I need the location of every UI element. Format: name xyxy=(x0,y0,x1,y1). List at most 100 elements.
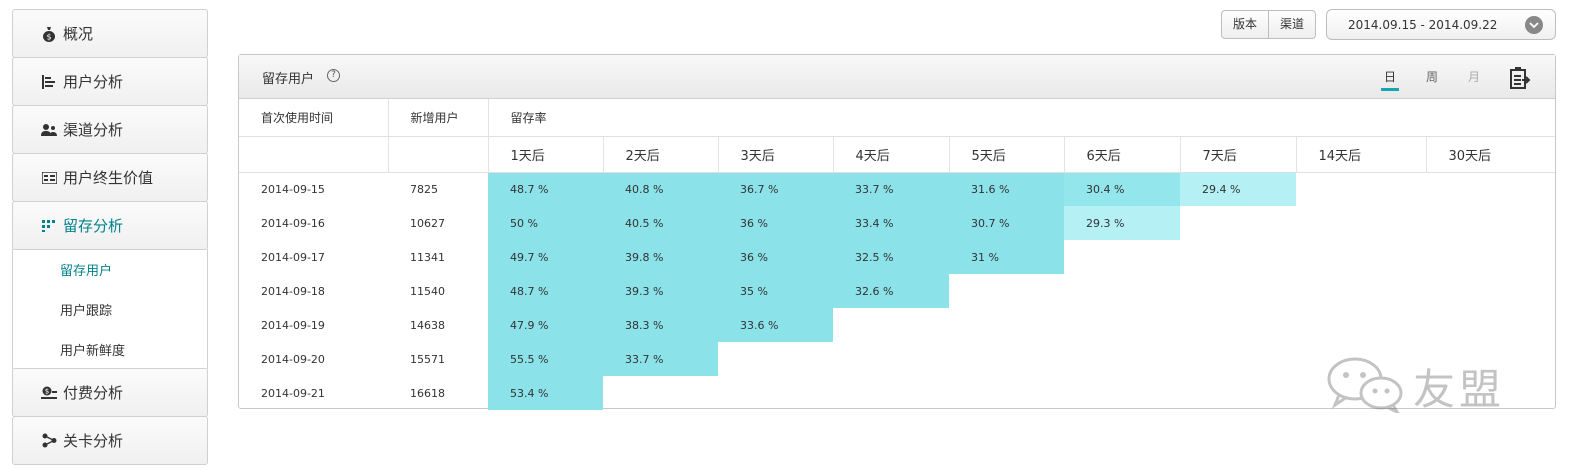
retention-cell xyxy=(949,342,1064,376)
nav-label: 概况 xyxy=(63,25,94,43)
nav-label: 用户分析 xyxy=(63,73,124,91)
retention-cell xyxy=(1064,240,1180,274)
period-week-tab[interactable]: 周 xyxy=(1426,70,1439,84)
col-header-first-use: 首次使用时间 xyxy=(239,99,389,137)
svg-text:$: $ xyxy=(45,387,49,395)
retention-cell: 30.7 % xyxy=(949,206,1064,240)
retention-cell xyxy=(1064,308,1180,342)
retention-cell: 38.3 % xyxy=(603,308,718,342)
table-row: 2014-09-15 7825 48.7 % 40.8 % 36.7 % 33.… xyxy=(239,172,1555,206)
watermark: 友盟 xyxy=(1325,355,1505,417)
bar-chart-icon xyxy=(41,74,57,90)
retention-cell xyxy=(949,376,1064,410)
retention-cell xyxy=(603,376,718,410)
row-new-users: 7825 xyxy=(410,182,438,196)
retention-cell: 40.5 % xyxy=(603,206,718,240)
chevron-down-icon[interactable] xyxy=(1525,16,1543,34)
nav-retention-analysis[interactable]: 留存分析 xyxy=(12,201,208,250)
row-date: 2014-09-20 xyxy=(261,352,325,366)
col-header-blank xyxy=(239,136,389,173)
retention-cell xyxy=(1180,308,1296,342)
retention-cell xyxy=(949,308,1064,342)
panel-header: 留存用户 ? 日 周 月 xyxy=(239,55,1555,99)
panel-title: 留存用户 xyxy=(262,72,315,87)
retention-cell: 48.7 % xyxy=(488,274,603,308)
row-date: 2014-09-19 xyxy=(261,318,325,332)
retention-cell: 39.8 % xyxy=(603,240,718,274)
retention-cell: 53.4 % xyxy=(488,376,603,410)
row-date: 2014-09-15 xyxy=(261,182,325,196)
retention-cell xyxy=(1180,206,1296,240)
subnav-retained-users[interactable]: 留存用户 xyxy=(60,263,113,279)
nav-label: 用户终生价值 xyxy=(63,169,154,187)
row-new-users: 14638 xyxy=(410,318,445,332)
wechat-icon xyxy=(1325,355,1405,417)
help-icon[interactable]: ? xyxy=(327,69,340,82)
table-row: 2014-09-18 11540 48.7 % 39.3 % 35 % 32.6… xyxy=(239,274,1555,308)
channel-button[interactable]: 渠道 xyxy=(1268,11,1315,38)
retention-cell xyxy=(1426,240,1555,274)
nav-channel-analysis[interactable]: 渠道分析 xyxy=(12,105,208,154)
table-row: 2014-09-17 11341 49.7 % 39.8 % 36 % 32.5… xyxy=(239,240,1555,274)
filter-button-group: 版本 渠道 xyxy=(1221,10,1317,39)
col-header-day: 4天后 xyxy=(833,136,950,173)
retention-cell: 47.9 % xyxy=(488,308,603,342)
retention-panel: 留存用户 ? 日 周 月 首次使用时间 新增用户 留存率 1天后 2天后 3天后… xyxy=(238,54,1556,410)
subnav-user-freshness[interactable]: 用户新鲜度 xyxy=(60,343,126,359)
retention-cell xyxy=(1064,342,1180,376)
period-month-tab[interactable]: 月 xyxy=(1468,70,1481,84)
retention-cell xyxy=(1426,308,1555,342)
col-header-day: 1天后 xyxy=(488,136,604,173)
retention-cell: 40.8 % xyxy=(603,172,718,206)
retention-cell: 36 % xyxy=(718,240,833,274)
table-row: 2014-09-21 16618 53.4 % xyxy=(239,376,1555,410)
retention-cell: 36.7 % xyxy=(718,172,833,206)
retention-cell: 49.7 % xyxy=(488,240,603,274)
retention-cell: 29.3 % xyxy=(1064,206,1180,240)
export-icon[interactable] xyxy=(1509,67,1531,89)
version-button[interactable]: 版本 xyxy=(1233,17,1258,31)
retention-cell: 31 % xyxy=(949,240,1064,274)
table-row: 2014-09-16 10627 50 % 40.5 % 36 % 33.4 %… xyxy=(239,206,1555,240)
retention-cell xyxy=(833,342,949,376)
retention-cell xyxy=(833,376,949,410)
row-date: 2014-09-18 xyxy=(261,284,325,298)
users-icon xyxy=(41,122,57,138)
retention-cell xyxy=(1426,274,1555,308)
col-header-day: 2天后 xyxy=(603,136,719,173)
period-day-tab[interactable]: 日 xyxy=(1381,68,1400,91)
nav-label: 关卡分析 xyxy=(63,432,124,450)
subnav-user-tracking[interactable]: 用户跟踪 xyxy=(60,303,113,319)
retention-subnav: 留存用户 用户跟踪 用户新鲜度 xyxy=(12,249,208,369)
retention-cell xyxy=(1296,308,1426,342)
table-row: 2014-09-20 15571 55.5 % 33.7 % xyxy=(239,342,1555,376)
retention-cell: 33.7 % xyxy=(603,342,718,376)
col-header-day: 30天后 xyxy=(1426,136,1556,173)
row-date: 2014-09-17 xyxy=(261,250,325,264)
retention-cell: 33.6 % xyxy=(718,308,833,342)
watermark-text: 友盟 xyxy=(1413,364,1506,414)
date-range-picker[interactable]: 2014.09.15 - 2014.09.22 xyxy=(1326,9,1556,40)
nav-lifetime-value[interactable]: 用户终生价值 xyxy=(12,153,208,202)
retention-icon xyxy=(41,218,57,234)
retention-cell xyxy=(1426,172,1555,206)
row-new-users: 10627 xyxy=(410,216,445,230)
retention-cell xyxy=(1180,342,1296,376)
table-row: 2014-09-19 14638 47.9 % 38.3 % 33.6 % xyxy=(239,308,1555,342)
retention-cell xyxy=(1296,206,1426,240)
retention-cell xyxy=(1180,274,1296,308)
nav-payment-analysis[interactable]: $ 付费分析 xyxy=(12,368,208,417)
nav-user-analysis[interactable]: 用户分析 xyxy=(12,57,208,106)
col-header-retention: 留存率 xyxy=(488,99,1556,137)
col-header-new-users: 新增用户 xyxy=(388,99,489,137)
retention-cell xyxy=(1180,376,1296,410)
retention-cell: 29.4 % xyxy=(1180,172,1296,206)
col-header-day: 5天后 xyxy=(949,136,1065,173)
retention-cell: 39.3 % xyxy=(603,274,718,308)
nav-level-analysis[interactable]: 关卡分析 xyxy=(12,416,208,465)
retention-cell xyxy=(718,342,833,376)
retention-cell xyxy=(718,376,833,410)
nav-overview[interactable]: $ 概况 xyxy=(12,9,208,58)
retention-cell xyxy=(1296,240,1426,274)
row-new-users: 16618 xyxy=(410,386,445,400)
